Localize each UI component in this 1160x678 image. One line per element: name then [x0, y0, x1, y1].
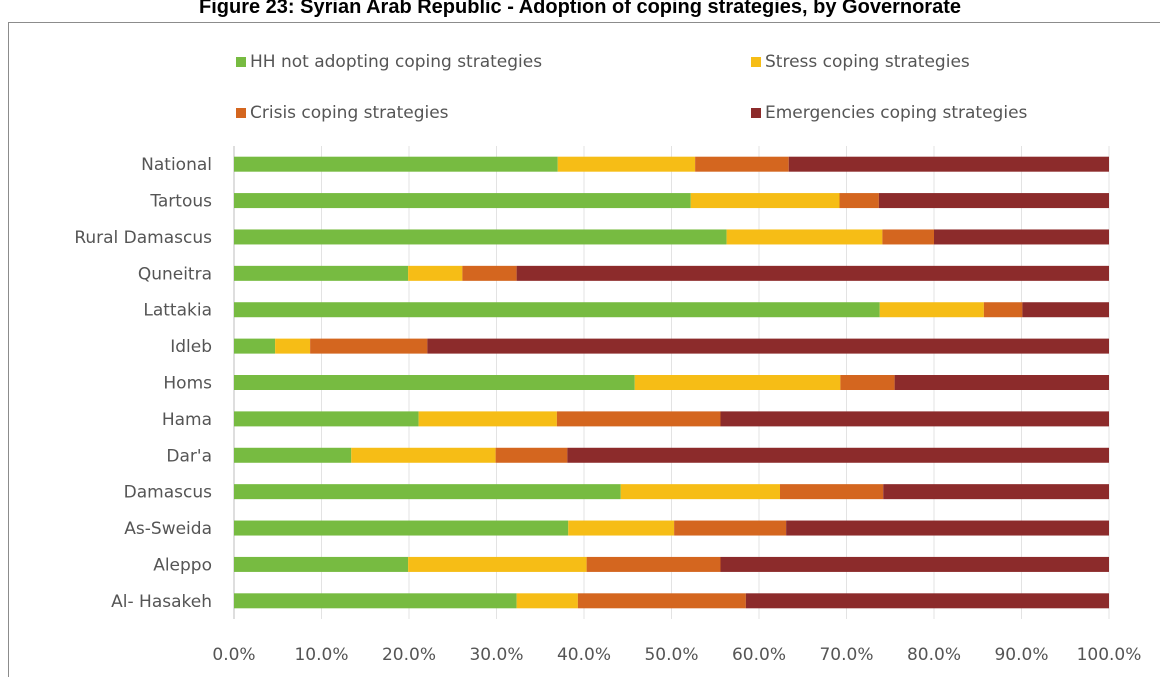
bar-damascus-crisis-coping-strategies [780, 484, 884, 500]
bar-idleb-emergencies-coping-strategies [427, 338, 1109, 354]
bar-dar-a-hh-not-adopting-coping-strategies [234, 447, 352, 463]
bar-homs-emergencies-coping-strategies [894, 375, 1109, 390]
category-label-homs: Homs [163, 374, 212, 394]
bar-homs-stress-coping-strategies [634, 375, 841, 390]
bar-damascus-emergencies-coping-strategies [883, 484, 1109, 500]
stacked-bar-chart: 0.0% 10.0% 20.0% 30.0% 40.0% 50.0% 60.0% 70.0% 8… [74, 52, 1142, 665]
bar-hama-crisis-coping-strategies [556, 411, 721, 427]
category-label-quneitra: Quneitra [138, 264, 212, 284]
category-label-aleppo: Aleppo [153, 555, 212, 575]
bar-al-hasakeh-hh-not-adopting-coping-strategies [234, 593, 517, 609]
bar-damascus-hh-not-adopting-coping-strategies [234, 484, 621, 500]
bar-as-sweida-stress-coping-strategies [568, 520, 675, 536]
bar-quneitra-hh-not-adopting-coping-strategies [234, 265, 409, 281]
category-label-national: National [141, 155, 212, 175]
bar-idleb-crisis-coping-strategies [310, 338, 428, 354]
bar-quneitra-emergencies-coping-strategies [516, 265, 1109, 281]
bar-rural-damascus-crisis-coping-strategies [882, 229, 934, 245]
bar-rural-damascus-stress-coping-strategies [726, 229, 883, 245]
bar-lattakia-stress-coping-strategies [879, 302, 984, 318]
bar-rural-damascus-emergencies-coping-strategies [934, 229, 1109, 245]
bar-al-hasakeh-stress-coping-strategies [516, 593, 578, 609]
bar-national-stress-coping-strategies [557, 156, 696, 172]
bar-lattakia-hh-not-adopting-coping-strategies [234, 302, 880, 318]
bar-hama-hh-not-adopting-coping-strategies [234, 411, 419, 427]
legend-label-crisis-coping-strategies: Crisis coping strategies [250, 103, 449, 123]
bar-tartous-crisis-coping-strategies [839, 193, 879, 209]
legend-swatch-emergencies-coping-strategies [751, 108, 761, 118]
bar-as-sweida-emergencies-coping-strategies [786, 520, 1109, 536]
bar-al-hasakeh-emergencies-coping-strategies [745, 593, 1109, 609]
bar-homs-hh-not-adopting-coping-strategies [234, 375, 635, 390]
bar-dar-a-emergencies-coping-strategies [567, 447, 1109, 463]
legend-label-hh-not-adopting-coping-strategies: HH not adopting coping strategies [250, 52, 542, 72]
bar-tartous-emergencies-coping-strategies [878, 193, 1109, 209]
bar-as-sweida-hh-not-adopting-coping-strategies [234, 520, 569, 536]
bar-national-crisis-coping-strategies [695, 156, 789, 172]
category-label-lattakia: Lattakia [143, 301, 212, 321]
figure-title: Figure 23: Syrian Arab Republic - Adopti… [199, 0, 961, 18]
legend-label-stress-coping-strategies: Stress coping strategies [765, 52, 970, 72]
category-label-idleb: Idleb [170, 337, 212, 357]
bar-aleppo-crisis-coping-strategies [586, 556, 721, 572]
bar-rural-damascus-hh-not-adopting-coping-strategies [234, 229, 727, 245]
bar-tartous-hh-not-adopting-coping-strategies [234, 193, 691, 209]
category-label-tartous: Tartous [149, 192, 212, 212]
bar-lattakia-emergencies-coping-strategies [1022, 302, 1109, 318]
x-tick-label: 40.0% [557, 645, 611, 665]
bar-homs-crisis-coping-strategies [840, 375, 895, 390]
x-tick-label: 60.0% [732, 645, 786, 665]
bar-idleb-stress-coping-strategies [275, 338, 311, 354]
bar-aleppo-emergencies-coping-strategies [720, 556, 1109, 572]
legend-label-emergencies-coping-strategies: Emergencies coping strategies [765, 103, 1028, 123]
chart-frame: 0.0% 10.0% 20.0% 30.0% 40.0% 50.0% 60.0% 70.0% 8… [8, 22, 1160, 677]
bar-al-hasakeh-crisis-coping-strategies [577, 593, 746, 609]
category-label-hama: Hama [162, 410, 212, 430]
bar-as-sweida-crisis-coping-strategies [674, 520, 787, 536]
x-tick-label: 10.0% [294, 645, 348, 665]
bar-damascus-stress-coping-strategies [620, 484, 780, 500]
bar-idleb-hh-not-adopting-coping-strategies [234, 338, 276, 354]
bar-hama-stress-coping-strategies [418, 411, 557, 427]
x-tick-label: 50.0% [644, 645, 698, 665]
bar-hama-emergencies-coping-strategies [720, 411, 1109, 427]
x-tick-label: 20.0% [382, 645, 436, 665]
category-label-al-hasakeh: Al- Hasakeh [111, 592, 212, 612]
bar-tartous-stress-coping-strategies [690, 193, 840, 209]
bar-dar-a-stress-coping-strategies [351, 447, 496, 463]
category-label-dar-a: Dar'a [166, 446, 212, 466]
bar-quneitra-crisis-coping-strategies [462, 265, 517, 281]
bar-lattakia-crisis-coping-strategies [983, 302, 1023, 318]
x-tick-label: 30.0% [469, 645, 523, 665]
bar-aleppo-hh-not-adopting-coping-strategies [234, 556, 409, 572]
category-label-as-sweida: As-Sweida [124, 519, 212, 539]
bar-aleppo-stress-coping-strategies [408, 556, 587, 572]
x-tick-label: 80.0% [907, 645, 961, 665]
bar-quneitra-stress-coping-strategies [408, 265, 463, 281]
bar-national-emergencies-coping-strategies [788, 156, 1109, 172]
x-tick-label: 100.0% [1077, 645, 1142, 665]
bar-national-hh-not-adopting-coping-strategies [234, 156, 558, 172]
x-tick-label: 70.0% [819, 645, 873, 665]
category-label-rural-damascus: Rural Damascus [74, 228, 212, 248]
legend-swatch-hh-not-adopting-coping-strategies [236, 57, 246, 67]
legend-swatch-crisis-coping-strategies [236, 108, 246, 118]
category-label-damascus: Damascus [124, 483, 212, 503]
x-tick-label: 90.0% [994, 645, 1048, 665]
x-tick-label: 0.0% [212, 645, 255, 665]
legend-swatch-stress-coping-strategies [751, 57, 761, 67]
bar-dar-a-crisis-coping-strategies [495, 447, 568, 463]
